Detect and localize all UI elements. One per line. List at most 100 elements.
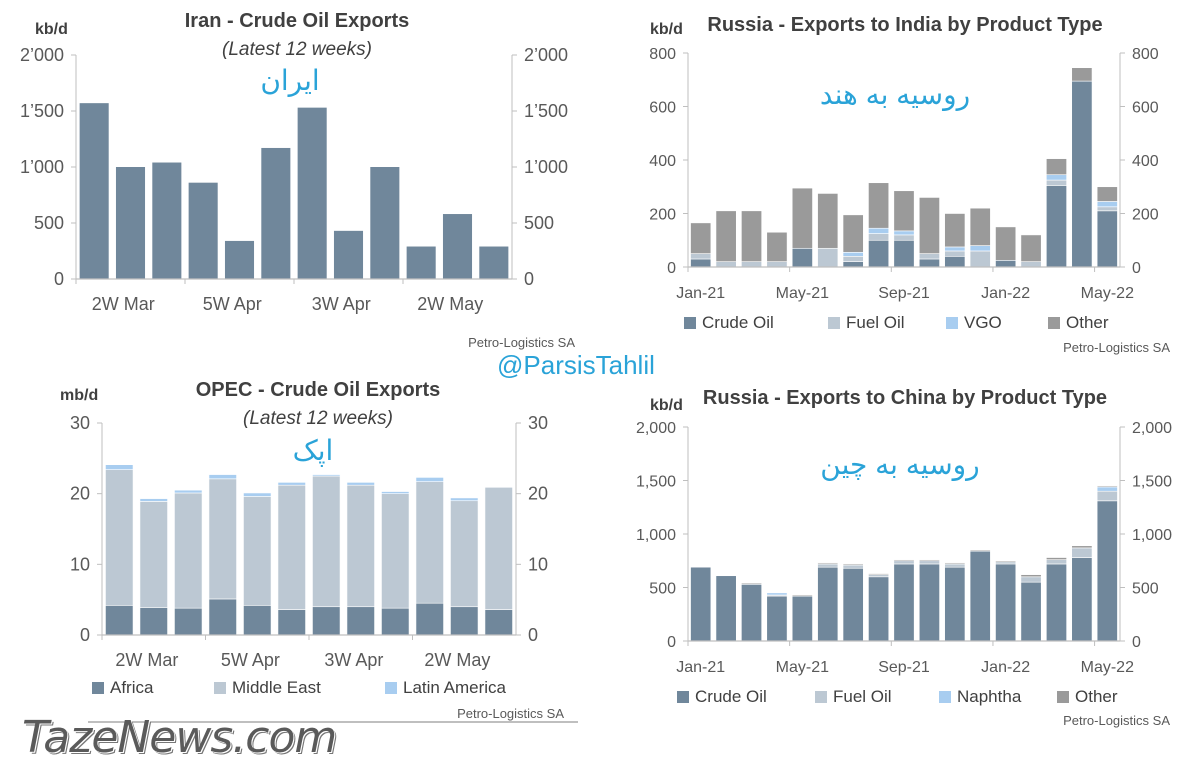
chart4-bar-segment [868, 573, 890, 575]
chart3-legend-swatch [385, 682, 397, 694]
chart2-bar-segment [715, 210, 737, 262]
chart2-bar-segment [1046, 185, 1067, 268]
chart3-bar-segment [174, 492, 203, 609]
chart2-x-tick-label: May-21 [776, 285, 829, 302]
chart3-x-tick-label: 2W Mar [115, 650, 178, 670]
chart1-source-label: Petro-Logistics SA [468, 335, 575, 350]
chart2-y-tick-label-right: 400 [1132, 153, 1159, 170]
chart3-title: OPEC - Crude Oil Exports [196, 379, 440, 401]
chart2-bar-segment [690, 258, 712, 268]
chart4-bar-segment [1020, 574, 1042, 578]
chart4-legend-label: Crude Oil [695, 687, 767, 706]
chart2-bar-segment [1071, 67, 1093, 82]
chart2-bar-segment [1020, 261, 1042, 268]
chart4-y-tick-label-left: 1,000 [636, 527, 676, 544]
chart4-bar-segment [918, 560, 940, 565]
chart4-y-tick-label-left: 500 [649, 581, 676, 598]
chart1-y-tick-label-left: 2’000 [20, 45, 64, 65]
chart1-bar [297, 107, 327, 279]
chart4-bar-segment [893, 560, 915, 565]
chart2-bar-segment [766, 231, 788, 262]
chart2-legend-swatch [1048, 317, 1060, 329]
chart4-y-tick-label-left: 2,000 [636, 420, 676, 437]
chart2-bar-segment [1046, 174, 1067, 181]
chart3-bar-segment [312, 475, 341, 608]
chart3-source-label: Petro-Logistics SA [457, 706, 564, 721]
chart3-bar-segment [484, 609, 513, 636]
chart3-bar-segment [381, 493, 410, 609]
chart4-bar-segment [868, 574, 890, 578]
chart2-y-tick-label-left: 400 [649, 153, 676, 170]
chart4-bar-segment [842, 563, 864, 566]
chart1-y-tick-label-right: 1’500 [524, 101, 568, 121]
chart2-bar-segment [842, 255, 864, 262]
chart2-bar-segment [791, 187, 813, 249]
chart4-bar-segment [1071, 545, 1093, 549]
chart4-legend-label: Other [1075, 687, 1118, 706]
chart3-bar-segment [277, 484, 306, 610]
chart2-legend-label: Other [1066, 313, 1109, 332]
chart2-bar-segment [893, 230, 915, 236]
chart3-y-tick-label-right: 10 [528, 554, 548, 574]
chart1-y-tick-label-right: 0 [524, 269, 534, 289]
chart4-bar-segment [969, 550, 991, 642]
chart4-bar-segment [1096, 500, 1118, 642]
chart4-bar-segment [1096, 486, 1118, 492]
chart2-bar-segment [1096, 186, 1118, 202]
chart2-x-tick-label: Sep-21 [878, 285, 930, 302]
chart1-x-tick-label: 5W Apr [203, 294, 262, 314]
chart2-bar-segment [918, 258, 940, 268]
chart2-bar-segment [791, 247, 813, 268]
chart4-title: Russia - Exports to China by Product Typ… [703, 387, 1107, 409]
chart1-bar [115, 167, 146, 279]
chart2-y-tick-label-right: 600 [1132, 100, 1159, 117]
chart4-x-tick-label: Jan-22 [981, 659, 1030, 676]
chart1-bar [406, 246, 436, 279]
chart4-bar-segment [1020, 581, 1042, 642]
chart2-bar-segment [893, 239, 915, 268]
chart2-bar-segment [868, 182, 890, 229]
chart3-y-tick-label-right: 30 [528, 413, 548, 433]
chart4-bar-segment [944, 562, 966, 565]
chart1-subtitle: (Latest 12 weeks) [222, 39, 372, 60]
chart2-bar-segment [1096, 201, 1118, 208]
chart4-y-tick-label-right: 500 [1132, 581, 1159, 598]
chart4-legend-label: Fuel Oil [833, 687, 892, 706]
chart1-y-tick-label-left: 1’500 [20, 101, 64, 121]
chart2-bar-segment [1020, 234, 1042, 262]
chart4-bar-segment [995, 563, 1017, 642]
chart2-bar-segment [893, 234, 915, 241]
chart3-bar-segment [346, 482, 375, 486]
chart2-bar-segment [995, 226, 1017, 261]
chart2-x-tick-label: Jan-22 [981, 285, 1030, 302]
chart2-bar-segment [969, 250, 991, 268]
chart3-bar-segment [450, 497, 479, 502]
chart2-annotation: روسیه به هند [820, 79, 970, 111]
chart4-bar-segment [690, 566, 712, 642]
chart4-bar-segment [944, 566, 966, 642]
chart2-bar-segment [868, 239, 890, 268]
chart4-bar-segment [715, 575, 737, 642]
chart4-legend-swatch [815, 691, 827, 703]
chart2-bar-segment [944, 213, 966, 248]
chart2-bar-segment [893, 190, 915, 232]
chart2-bar-segment [741, 261, 762, 268]
chart1-y-tick-label-right: 1’000 [524, 157, 568, 177]
chart3-subtitle: (Latest 12 weeks) [243, 408, 393, 429]
chart3-bar-segment [174, 489, 203, 494]
chart4-x-tick-label: May-21 [776, 659, 829, 676]
chart2-bar-segment [817, 247, 839, 268]
chart3-bar-segment [277, 609, 306, 636]
chart2-bar-segment [715, 261, 737, 268]
chart2-y-tick-label-left: 600 [649, 100, 676, 117]
chart4-x-tick-label: Jan-21 [676, 659, 725, 676]
chart2-bar-segment [842, 214, 864, 253]
chart2-bar-segment [995, 260, 1017, 268]
chart3-bar-segment [243, 492, 272, 497]
chart1-unit-label: kb/d [35, 21, 68, 38]
chart2-bar-segment [817, 193, 839, 249]
chart2-source-label: Petro-Logistics SA [1063, 340, 1170, 355]
chart1-bar [79, 103, 109, 279]
chart4-source-label: Petro-Logistics SA [1063, 713, 1170, 728]
chart4-bar-segment [944, 563, 966, 568]
